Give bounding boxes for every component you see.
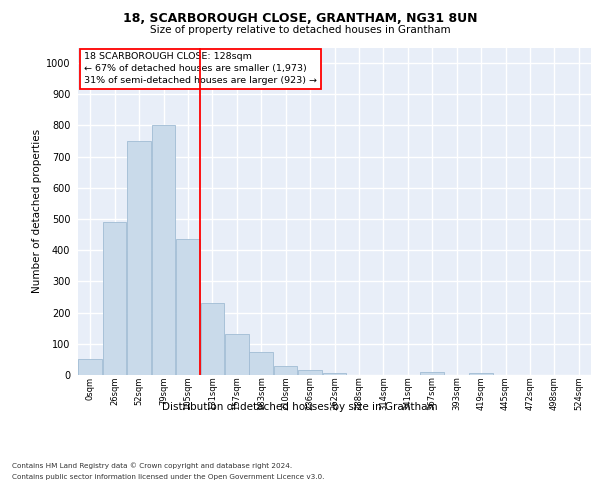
Bar	[469, 374, 493, 375]
Bar	[225, 334, 248, 375]
Bar	[274, 366, 298, 375]
Bar	[127, 141, 151, 375]
Text: 18 SCARBOROUGH CLOSE: 128sqm
← 67% of detached houses are smaller (1,973)
31% of: 18 SCARBOROUGH CLOSE: 128sqm ← 67% of de…	[84, 52, 317, 85]
Text: Contains HM Land Registry data © Crown copyright and database right 2024.: Contains HM Land Registry data © Crown c…	[12, 462, 292, 469]
Bar	[152, 126, 175, 375]
Bar	[298, 370, 322, 375]
Text: Distribution of detached houses by size in Grantham: Distribution of detached houses by size …	[162, 402, 438, 412]
Bar	[250, 352, 273, 375]
Text: Contains public sector information licensed under the Open Government Licence v3: Contains public sector information licen…	[12, 474, 325, 480]
Bar	[421, 372, 444, 375]
Bar	[323, 374, 346, 375]
Bar	[200, 304, 224, 375]
Y-axis label: Number of detached properties: Number of detached properties	[32, 129, 41, 294]
Bar	[176, 240, 200, 375]
Bar	[103, 222, 127, 375]
Text: 18, SCARBOROUGH CLOSE, GRANTHAM, NG31 8UN: 18, SCARBOROUGH CLOSE, GRANTHAM, NG31 8U…	[123, 12, 477, 26]
Bar	[79, 360, 102, 375]
Text: Size of property relative to detached houses in Grantham: Size of property relative to detached ho…	[149, 25, 451, 35]
